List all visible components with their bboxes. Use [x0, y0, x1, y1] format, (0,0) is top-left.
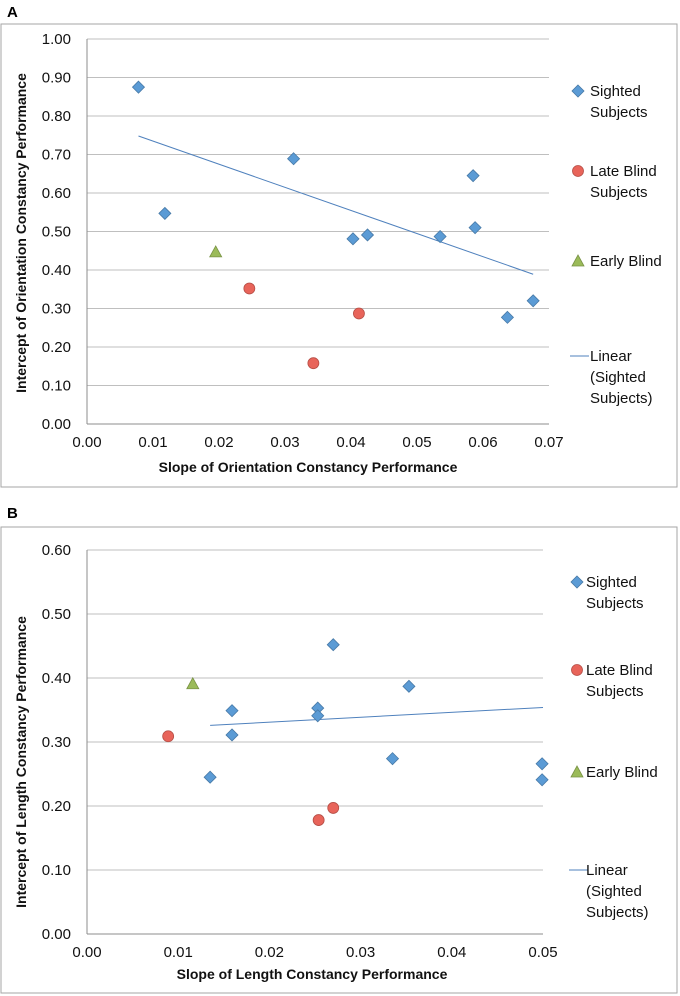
legend-label-early-blind: Early Blind: [590, 253, 662, 270]
legend-swatch-sighted-subjects: [570, 575, 584, 589]
panel-a-tick-labels: 0.00 0.10 0.20 0.30 0.40 0.50 0.60 0.70 0.80 0.90…: [42, 31, 564, 451]
legend-swatch-early-blind: [570, 765, 584, 778]
y-tick-label: 0.00: [42, 926, 71, 943]
panel-a-x-axis-title: Slope of Orientation Constancy Performan…: [159, 459, 458, 475]
legend-swatch-sighted-subjects: [571, 84, 585, 98]
sighted-subjects-point: [500, 310, 514, 324]
x-tick-label: 0.00: [72, 944, 101, 961]
legend-swatch-early-blind: [571, 254, 585, 267]
y-tick-label: 0.10: [42, 378, 71, 395]
panel-b-legend: Sighted Subjects Late Blind Subjects Early B…: [569, 574, 658, 921]
late-blind-subjects-point: [353, 307, 365, 320]
x-tick-label: 0.04: [437, 944, 466, 961]
legend-label-sighted-subjects: Sighted Subjects: [590, 83, 648, 121]
legend-swatch-late-blind-subjects: [571, 664, 583, 676]
late-blind-subjects-point: [312, 814, 325, 826]
x-tick-label: 0.02: [204, 434, 233, 451]
y-tick-label: 0.40: [42, 262, 71, 279]
y-tick-label: 0.50: [42, 224, 71, 241]
y-tick-label: 0.10: [42, 862, 71, 879]
x-tick-label: 0.03: [346, 944, 375, 961]
sighted-subjects-point: [326, 638, 340, 652]
y-tick-label: 0.60: [42, 185, 71, 202]
panel-a-plot-area: [131, 80, 540, 370]
x-tick-label: 0.05: [402, 434, 431, 451]
sighted-subjects-point: [287, 152, 301, 166]
trendline-sighted: [210, 706, 544, 726]
panel-a-label: A: [7, 4, 18, 21]
x-tick-label: 0.01: [138, 434, 167, 451]
legend-swatch-late-blind-subjects: [572, 165, 584, 177]
sighted-subjects-point: [346, 232, 360, 246]
y-tick-label: 0.80: [42, 108, 71, 125]
legend-label-late-blind-subjects: Late Blind Subjects: [590, 163, 657, 201]
sighted-subjects-point: [158, 206, 172, 220]
legend-label-early-blind: Early Blind: [586, 764, 658, 781]
sighted-subjects-point: [385, 752, 400, 766]
late-blind-subjects-point: [162, 730, 175, 743]
legend-label-sighted-subjects: Sighted Subjects: [586, 574, 644, 612]
late-blind-subjects-point: [243, 282, 256, 295]
y-tick-label: 0.50: [42, 606, 71, 623]
sighted-subjects-point: [131, 80, 146, 94]
sighted-subjects-point: [535, 773, 549, 787]
sighted-subjects-point: [468, 221, 482, 235]
panel-b-tick-labels: 0.00 0.10 0.20 0.30 0.40 0.50 0.60 0.00 0.01 0.02…: [42, 542, 558, 961]
y-tick-label: 0.70: [42, 147, 71, 164]
y-tick-label: 0.20: [42, 798, 71, 815]
y-tick-label: 0.90: [42, 70, 71, 87]
legend-label-linear-sighted-subjects: Linear (Sighted Subjects): [590, 348, 653, 407]
sighted-subjects-point: [311, 709, 325, 723]
trendline-sighted: [138, 135, 534, 275]
early-blind-point: [209, 245, 223, 258]
x-tick-label: 0.00: [72, 434, 101, 451]
sighted-subjects-point: [433, 229, 447, 244]
late-blind-subjects-point: [327, 802, 340, 814]
y-tick-label: 0.00: [42, 416, 71, 433]
panel-b-y-axis-title: Intercept of Length Constancy Performanc…: [13, 616, 29, 908]
y-tick-label: 0.20: [42, 339, 71, 356]
panel-a-y-axis-title: Intercept of Orientation Constancy Perfo…: [13, 73, 29, 393]
sighted-subjects-point: [402, 679, 416, 693]
y-tick-label: 0.60: [42, 542, 71, 559]
panel-b-frame: [0, 526, 678, 994]
panel-a-frame: [0, 23, 678, 488]
y-tick-label: 0.30: [42, 301, 71, 318]
x-tick-label: 0.04: [336, 434, 365, 451]
panel-b-gridlines: [86, 549, 543, 935]
y-tick-label: 0.30: [42, 734, 71, 751]
x-tick-label: 0.05: [528, 944, 557, 961]
panel-a-legend: Sighted Subjects Late Blind Subjects Early B…: [570, 83, 662, 407]
x-tick-label: 0.01: [164, 944, 193, 961]
x-tick-label: 0.03: [270, 434, 299, 451]
legend-label-late-blind-subjects: Late Blind Subjects: [586, 662, 653, 700]
panel-a-gridlines: [86, 38, 549, 425]
sighted-subjects-point: [535, 757, 549, 771]
sighted-subjects-point: [225, 728, 239, 742]
panel-b-plot-area: [162, 638, 549, 826]
sighted-subjects-point: [526, 294, 540, 308]
legend-label-linear-sighted-subjects: Linear (Sighted Subjects): [586, 862, 649, 921]
sighted-subjects-point: [203, 770, 217, 784]
sighted-subjects-point: [360, 228, 375, 242]
sighted-subjects-point: [466, 169, 480, 183]
late-blind-subjects-point: [307, 357, 320, 370]
x-tick-label: 0.07: [534, 434, 563, 451]
y-tick-label: 1.00: [42, 31, 71, 48]
panel-b-label: B: [7, 505, 18, 522]
y-tick-label: 0.40: [42, 670, 71, 687]
panel-b-x-axis-title: Slope of Length Constancy Performance: [177, 966, 448, 982]
x-tick-label: 0.02: [255, 944, 284, 961]
x-tick-label: 0.06: [468, 434, 497, 451]
early-blind-point: [186, 676, 200, 690]
sighted-subjects-point: [225, 704, 239, 718]
